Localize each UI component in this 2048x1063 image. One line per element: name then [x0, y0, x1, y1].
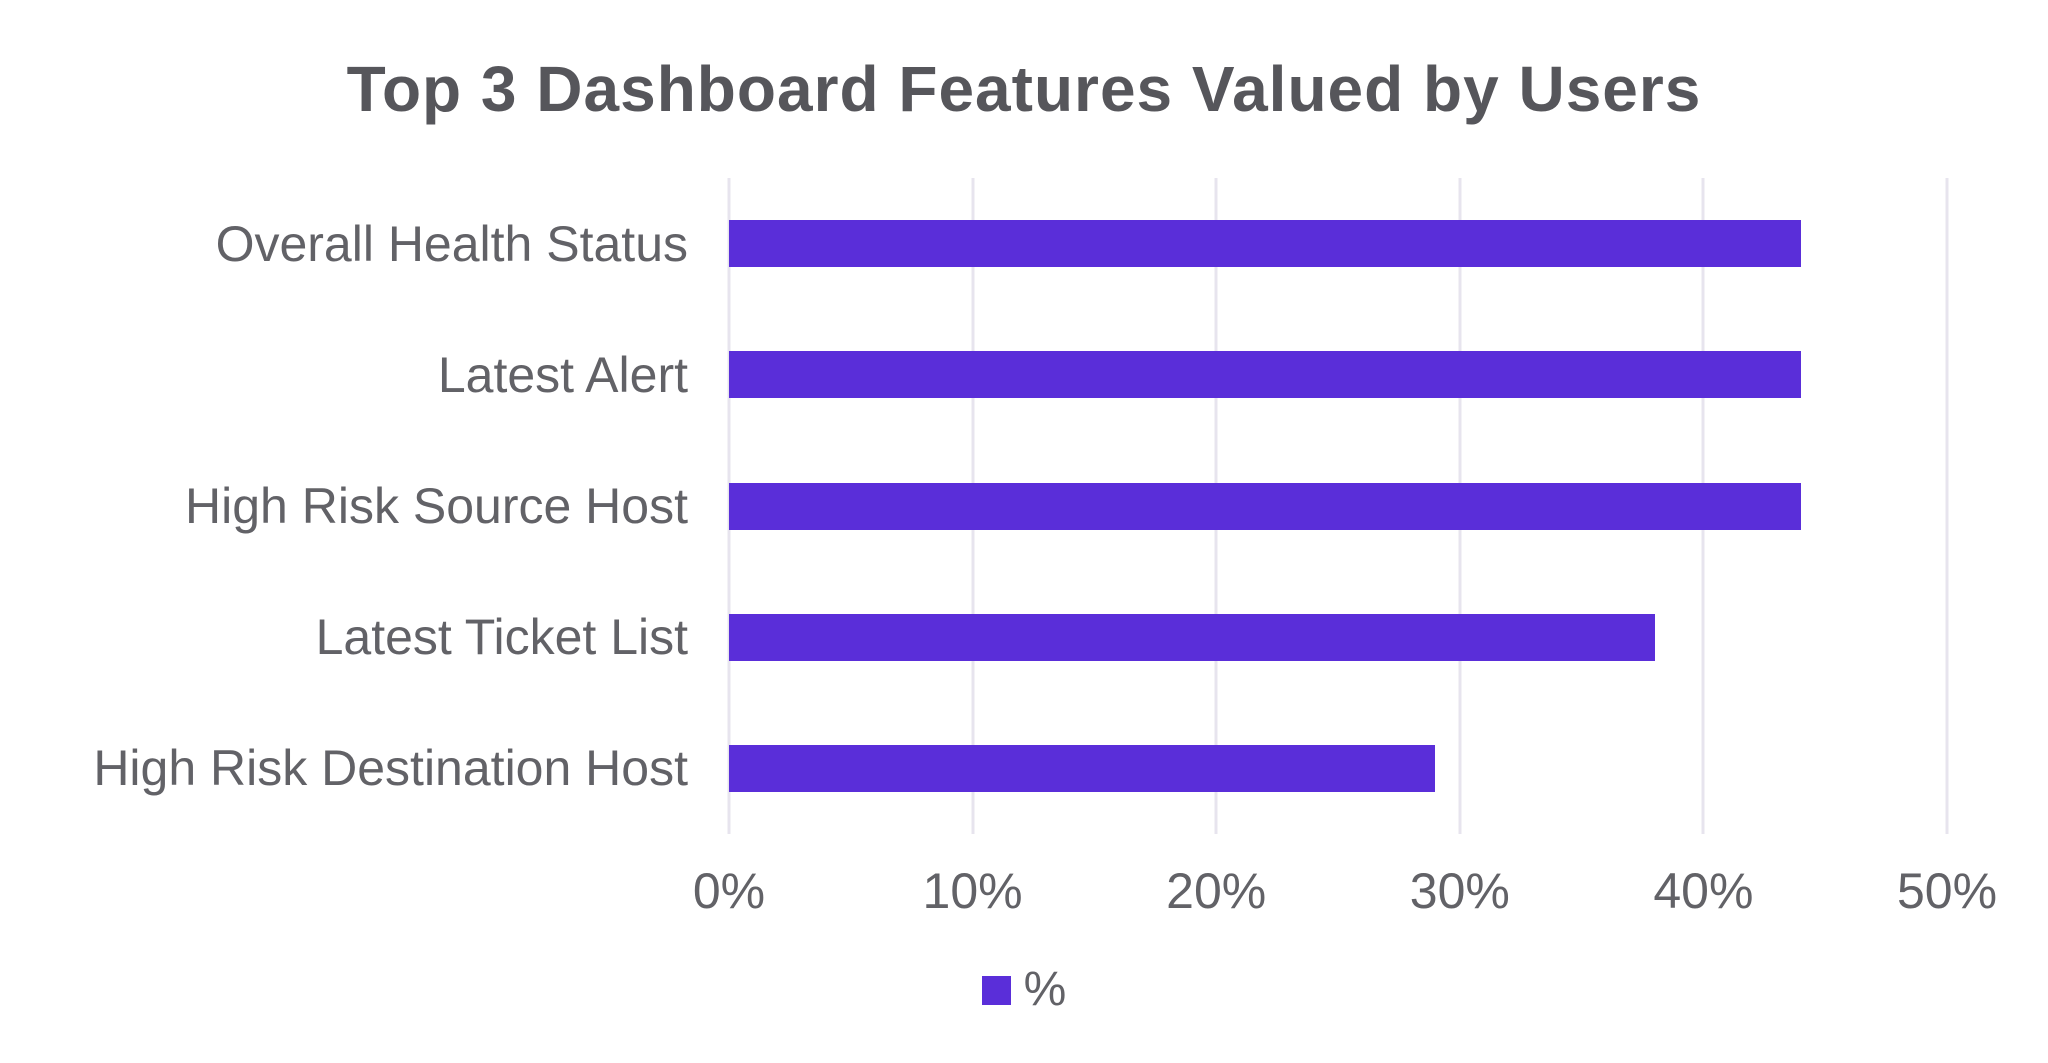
- legend-label: %: [1023, 963, 1067, 1016]
- legend-swatch: [981, 975, 1011, 1005]
- x-tick-label: 20%: [1166, 863, 1267, 919]
- x-tick-label: 30%: [1409, 863, 1510, 919]
- category-label: Latest Ticket List: [315, 609, 688, 666]
- x-tick-label: 40%: [1653, 863, 1754, 919]
- bar: [729, 744, 1436, 792]
- plot-area: [727, 178, 1949, 834]
- category-label: Overall Health Status: [215, 215, 688, 272]
- bar: [729, 351, 1801, 399]
- chart-title: Top 3 Dashboard Features Valued by Users: [346, 53, 1702, 125]
- bar: [729, 482, 1801, 530]
- gridline-50%: [1945, 178, 1949, 834]
- category-label: High Risk Source Host: [185, 478, 688, 534]
- legend[interactable]: %: [0, 966, 2048, 1014]
- bar: [729, 220, 1801, 268]
- x-tick-label: 50%: [1896, 863, 1998, 919]
- x-tick-label: 0%: [692, 863, 766, 919]
- x-tick-label: 10%: [922, 863, 1023, 919]
- bar: [729, 613, 1655, 661]
- category-label: High Risk Destination Host: [93, 740, 688, 797]
- category-label: Latest Alert: [437, 346, 688, 403]
